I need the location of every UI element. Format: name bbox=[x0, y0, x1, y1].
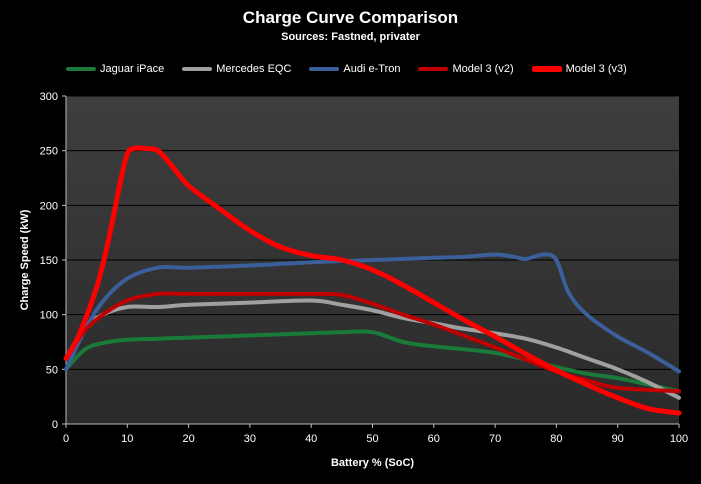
legend-item-model-3-v3: Model 3 (v3) bbox=[531, 63, 627, 75]
series-line-jaguar-ipace bbox=[64, 329, 681, 394]
legend-item-jaguar-ipace: Jaguar iPace bbox=[66, 63, 164, 75]
x-tick-label: 100 bbox=[670, 433, 688, 445]
y-tick-label: 150 bbox=[40, 255, 58, 267]
x-tick-label: 60 bbox=[428, 433, 440, 445]
legend-swatch bbox=[309, 67, 340, 71]
chart-subtitle: Sources: Fastned, privater bbox=[281, 31, 420, 43]
legend-label: Mercedes EQC bbox=[216, 63, 292, 75]
series-line-audi-e-tron bbox=[64, 252, 681, 374]
y-tick-label: 100 bbox=[40, 310, 58, 322]
x-tick-label: 80 bbox=[550, 433, 562, 445]
chart-title: Charge Curve Comparison bbox=[242, 8, 459, 27]
x-tick-label: 20 bbox=[182, 433, 194, 445]
legend-label: Audi e-Tron bbox=[343, 63, 401, 75]
legend-swatch bbox=[66, 67, 96, 71]
series-line-mercedes-eqc bbox=[64, 298, 681, 400]
y-tick-label: 50 bbox=[46, 364, 58, 376]
series-line-model-3-v3 bbox=[63, 145, 682, 416]
y-axis-label: Charge Speed (kW) bbox=[19, 209, 31, 310]
legend-swatch bbox=[531, 66, 562, 72]
x-tick-label: 70 bbox=[489, 433, 501, 445]
legend: Jaguar iPace Mercedes EQC Audi e-Tron Model… bbox=[66, 61, 645, 77]
legend-label: Jaguar iPace bbox=[100, 63, 165, 75]
x-tick-label: 40 bbox=[305, 433, 317, 445]
legend-item-audi-e-tron: Audi e-Tron bbox=[309, 63, 400, 75]
x-axis-label: Battery % (SoC) bbox=[331, 457, 414, 469]
legend-item-model-3-v2: Model 3 (v2) bbox=[418, 63, 514, 75]
legend-label: Model 3 (v2) bbox=[452, 63, 514, 75]
x-tick-label: 50 bbox=[366, 433, 378, 445]
x-tick-label: 90 bbox=[612, 433, 624, 445]
legend-swatch bbox=[418, 67, 449, 71]
x-tick-label: 30 bbox=[244, 433, 256, 445]
y-tick-label: 250 bbox=[40, 146, 58, 158]
legend-label: Model 3 (v3) bbox=[565, 63, 627, 75]
x-tick-label: 0 bbox=[63, 433, 69, 445]
y-tick-label: 300 bbox=[40, 91, 58, 103]
legend-swatch bbox=[182, 67, 213, 71]
legend-item-mercedes-eqc: Mercedes EQC bbox=[182, 63, 291, 75]
y-tick-label: 200 bbox=[40, 200, 58, 212]
x-tick-label: 10 bbox=[121, 433, 133, 445]
y-tick-label: 0 bbox=[52, 419, 58, 431]
